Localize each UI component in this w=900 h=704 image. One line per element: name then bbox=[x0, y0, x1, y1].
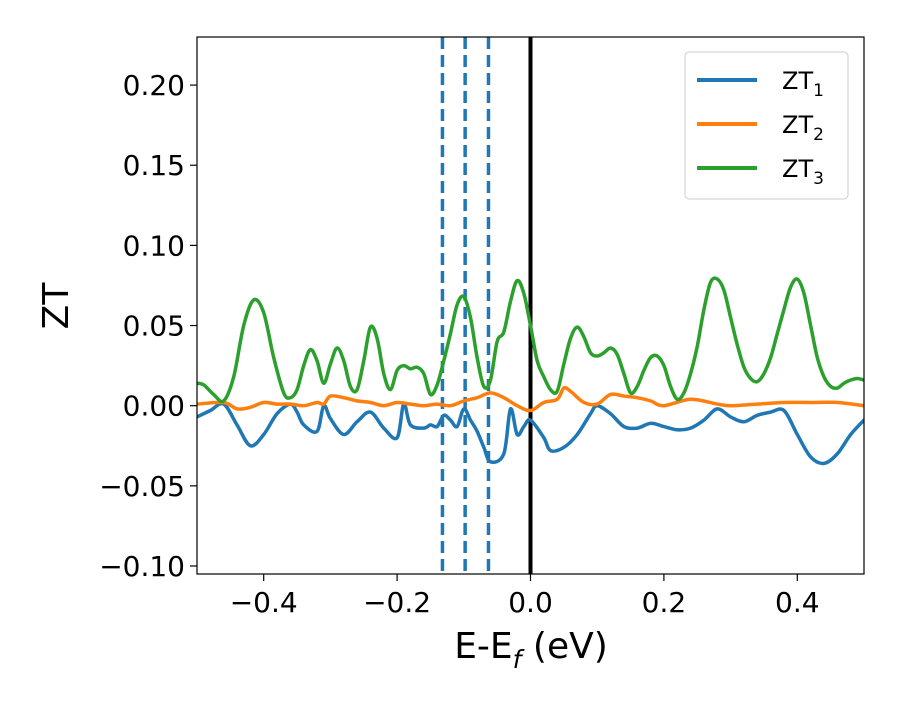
y-tick-label: −0.10 bbox=[99, 550, 185, 583]
y-tick-label: 0.00 bbox=[123, 390, 185, 423]
series-line-zt2 bbox=[197, 385, 864, 413]
x-tick-label: 0.2 bbox=[642, 586, 687, 619]
y-tick-label: 0.15 bbox=[123, 149, 185, 182]
y-axis-label: ZT bbox=[36, 282, 77, 330]
x-axis-label: E-Ef (eV) bbox=[454, 626, 608, 674]
y-tick-label: 0.10 bbox=[123, 229, 185, 262]
y-tick-label: 0.05 bbox=[123, 310, 185, 343]
x-tick-label: 0.4 bbox=[775, 586, 820, 619]
y-tick-label: −0.05 bbox=[99, 470, 185, 503]
legend: ZT1 ZT2 ZT3 bbox=[684, 51, 849, 200]
legend-label-zt2: ZT2 bbox=[782, 111, 824, 145]
legend-label-zt1: ZT1 bbox=[782, 67, 824, 101]
series-line-zt3 bbox=[197, 276, 864, 404]
legend-box bbox=[684, 51, 849, 200]
series-line-zt1 bbox=[197, 401, 864, 466]
x-tick-label: −0.2 bbox=[363, 586, 431, 619]
legend-label-zt3: ZT3 bbox=[782, 155, 824, 189]
y-tick-label: 0.20 bbox=[123, 69, 185, 102]
plot-area bbox=[197, 37, 864, 574]
x-tick-label: −0.4 bbox=[230, 586, 298, 619]
x-tick-label: 0.0 bbox=[508, 586, 553, 619]
axis-ticks: −0.4 −0.2 0.0 0.2 0.4 −0.10 −0.05 0.00 0.05 0.10 0… bbox=[99, 69, 819, 619]
